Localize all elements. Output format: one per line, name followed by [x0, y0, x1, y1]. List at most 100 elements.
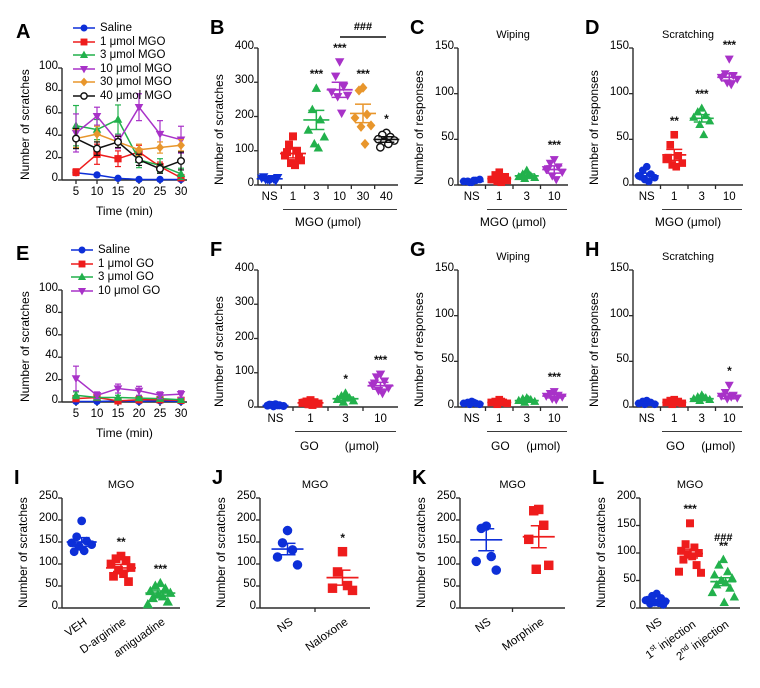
legend-label: 10 μmol GO [98, 284, 161, 297]
xtick-G-2: 3 [523, 413, 530, 425]
ytick-C-0: 0 [447, 177, 454, 189]
legend-item-E-1: 1 μmol GO [70, 258, 154, 270]
xtick-D-3: 10 [722, 191, 736, 203]
ytick-D-0: 0 [622, 177, 629, 189]
ytick-E-2: 40 [45, 349, 58, 362]
ytick-A-4: 80 [45, 82, 58, 95]
significance-D-1: ** [669, 113, 679, 128]
ytick-F-4: 400 [234, 262, 254, 274]
xtick-E-4: 25 [153, 408, 167, 420]
xtick-G-0: NS [463, 413, 480, 425]
significance-B-40: * [384, 111, 389, 126]
sig-bracket-B [339, 36, 387, 38]
xlabel-D: MGO (μmol) [654, 215, 722, 229]
hash-significance-L: ### [714, 531, 733, 544]
legend-marker-triangle-up-icon [71, 272, 93, 281]
legend-marker-triangle-down-icon [73, 65, 95, 74]
panel-letter-G: G [410, 239, 426, 261]
xlabel-right-F: (μmol) [344, 439, 380, 453]
ytick-E-0: 0 [51, 394, 58, 406]
xtick-C-2: 3 [523, 191, 530, 203]
xtick-F-2: 3 [342, 413, 349, 425]
xtick-H-2: 3 [698, 413, 705, 425]
ytick-K-1: 50 [443, 578, 456, 590]
ytick-J-5: 250 [236, 490, 256, 502]
panel-title-C: Wiping [496, 29, 530, 41]
ytick-G-3: 150 [434, 262, 454, 274]
group-underline-H [661, 431, 742, 433]
ytick-K-4: 200 [436, 512, 456, 524]
legend-marker-diamond-icon [73, 78, 95, 87]
ylabel-E: Number of scratches [18, 291, 32, 402]
significance-L-2nd injection: ** [718, 538, 728, 553]
ytick-B-3: 300 [234, 74, 254, 87]
xtick-H-3: 10 [722, 413, 736, 425]
panel-title-L: MGO [676, 479, 704, 491]
xtick-A-3: 20 [132, 186, 146, 198]
ytick-J-0: 0 [249, 600, 256, 612]
ytick-K-5: 250 [436, 490, 456, 502]
ylabel-J: Number of scratches [214, 497, 228, 608]
ytick-J-1: 50 [243, 578, 256, 590]
xtick-B-2: 3 [313, 191, 320, 203]
legend-item-A-5: 40 μmol MGO [72, 90, 172, 102]
ytick-E-5: 100 [38, 282, 58, 294]
panel-letter-C: C [410, 17, 425, 39]
ylabel-B: Number of scratches [212, 74, 226, 185]
xtick-E-1: 10 [90, 408, 104, 420]
ytick-H-1: 50 [616, 353, 629, 366]
ytick-C-3: 150 [434, 40, 454, 52]
ytick-I-3: 150 [38, 534, 58, 546]
xtick-B-1: 1 [289, 191, 297, 203]
legend-label: 1 μmol GO [98, 257, 154, 270]
legend-item-E-3: 10 μmol GO [70, 285, 160, 297]
panel-letter-F: F [210, 239, 223, 261]
ytick-K-3: 150 [436, 534, 456, 546]
significance-D-3: *** [695, 87, 709, 102]
legend-label: 3 μmol MGO [100, 49, 166, 62]
xtick-F-0: NS [267, 413, 284, 425]
legend-marker-square-icon [73, 38, 95, 46]
xtick-E-0: 5 [72, 408, 80, 420]
panel-letter-D: D [585, 17, 600, 39]
xlabel-right-H: (μmol) [701, 439, 736, 453]
xtick-C-3: 10 [547, 191, 561, 203]
ytick-I-1: 50 [45, 578, 58, 590]
significance-B-3: *** [309, 67, 323, 82]
significance-F-10: *** [373, 353, 388, 368]
legend-label: Saline [98, 244, 130, 256]
panel-title-I: MGO [107, 479, 135, 491]
ytick-H-0: 0 [622, 399, 629, 411]
group-underline-D [661, 209, 742, 211]
ytick-D-1: 50 [616, 131, 629, 144]
figure-multipanel: A 0 20 40 60 80 100 5 10 15 20 25 30 Number of scratc… [14, 17, 743, 663]
significance-B-30: *** [356, 66, 370, 81]
panel-letter-H: H [585, 239, 600, 261]
group-underline-G [486, 431, 567, 433]
legend-item-E-0: Saline [70, 244, 130, 256]
ytick-F-1: 100 [234, 364, 254, 377]
ytick-K-2: 100 [436, 556, 456, 568]
xtick-A-2: 15 [111, 186, 125, 198]
ytick-A-3: 60 [45, 104, 58, 117]
ytick-A-0: 0 [51, 172, 58, 184]
legend-label: 3 μmol GO [98, 271, 154, 284]
panel-letter-L: L [592, 467, 605, 489]
xlabel-left-F: GO [300, 439, 319, 453]
sig-bracket-label-B: ### [353, 21, 373, 33]
xtick-E-2: 15 [111, 408, 125, 420]
legend-marker-triangle-down-icon [71, 287, 93, 296]
ylabel-L: Number of scratches [594, 497, 608, 608]
xtick-D-1: 1 [671, 191, 678, 203]
ytick-B-2: 200 [234, 108, 254, 121]
ytick-D-2: 100 [609, 85, 629, 98]
xlabel-C: MGO (μmol) [479, 215, 547, 229]
legend-item-E-2: 3 μmol GO [70, 271, 154, 283]
xtick-A-1: 10 [90, 186, 104, 198]
ytick-B-0: 0 [247, 177, 254, 189]
ytick-F-0: 0 [247, 399, 254, 411]
xtick-B-5: 40 [379, 191, 393, 203]
legend-marker-circle-icon [73, 24, 95, 32]
legend-label: Saline [100, 22, 132, 34]
xtick-F-3: 10 [374, 413, 387, 425]
